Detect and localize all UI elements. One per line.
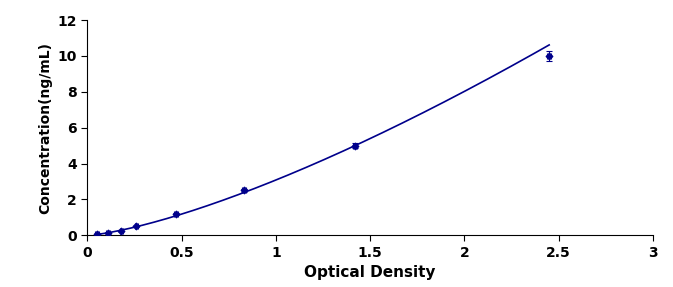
Y-axis label: Concentration(ng/mL): Concentration(ng/mL): [38, 42, 52, 214]
X-axis label: Optical Density: Optical Density: [304, 265, 436, 280]
